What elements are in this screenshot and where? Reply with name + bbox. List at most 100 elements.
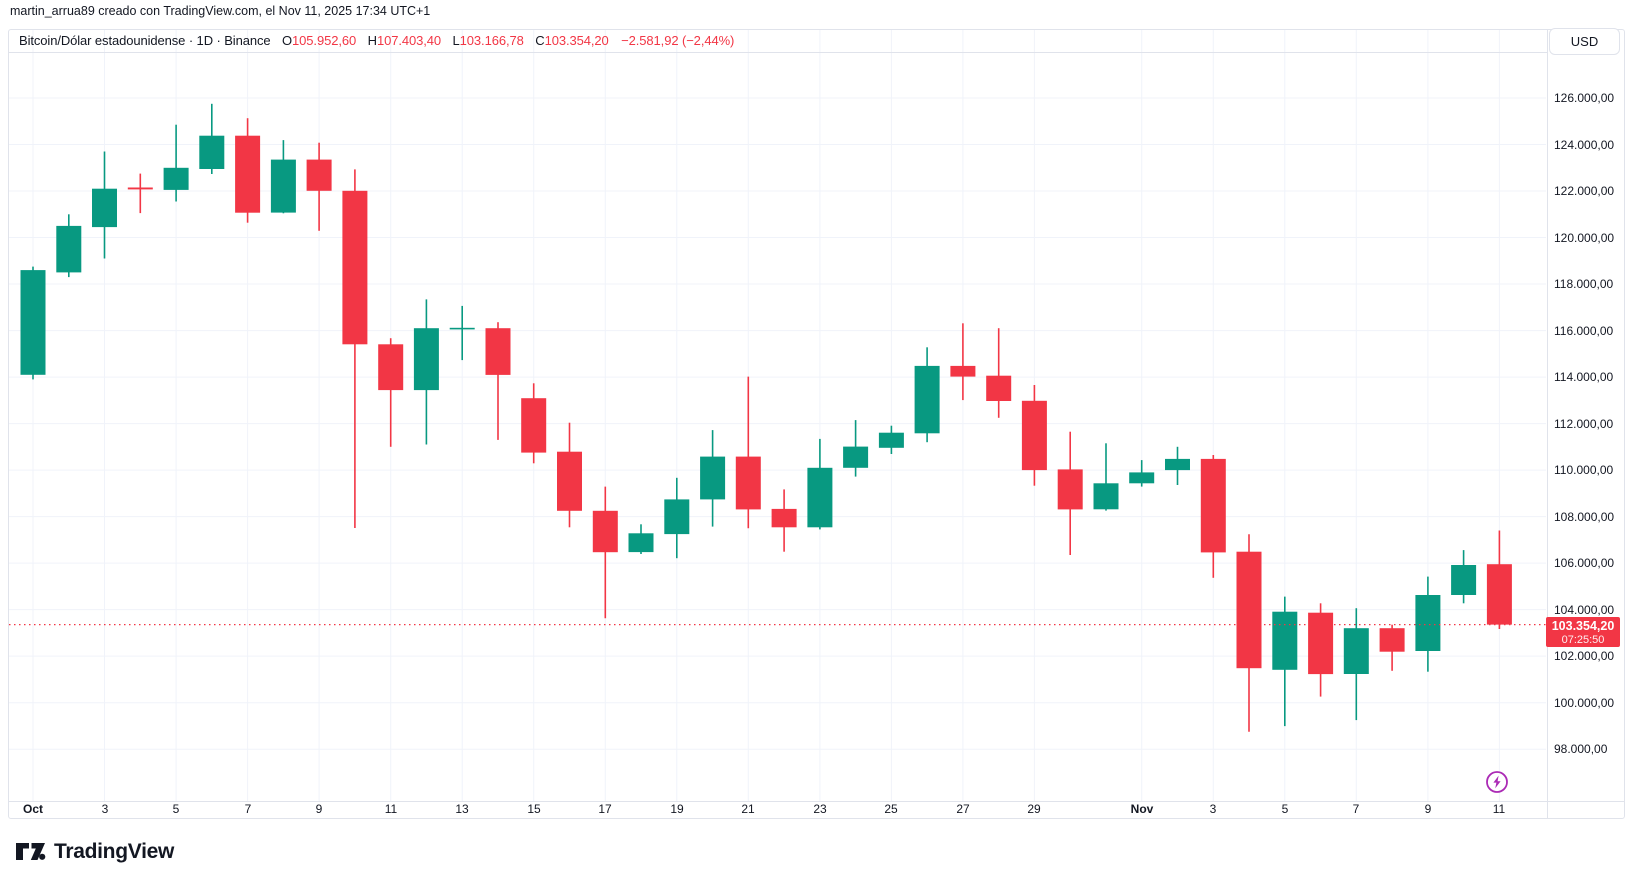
time-tick-label: 21 (741, 802, 755, 816)
time-tick-label: 5 (1281, 802, 1289, 816)
price-axis-divider (1547, 29, 1548, 819)
currency-usd-button[interactable]: USD (1549, 28, 1620, 55)
time-tick-label: 17 (598, 802, 612, 816)
current-price-label: 103.354,20 07:25:50 (1546, 617, 1620, 647)
time-tick-label: 11 (384, 802, 398, 816)
price-tick-label: 102.000,00 (1554, 649, 1615, 663)
price-tick-label: 106.000,00 (1554, 556, 1615, 570)
candle-body (1343, 628, 1369, 674)
price-tick-label: 114.000,00 (1554, 370, 1614, 384)
price-tick-label: 110.000,00 (1554, 463, 1614, 477)
candle-body (843, 446, 869, 468)
time-tick-label: 3 (101, 802, 109, 816)
candle-body (127, 187, 153, 190)
price-tick-label: 120.000,00 (1554, 231, 1615, 245)
time-tick-label: Nov (1130, 802, 1154, 816)
time-tick-label: 9 (1424, 802, 1432, 816)
candle-body (986, 375, 1012, 401)
time-tick-label: 11 (1492, 802, 1506, 816)
current-price-value: 103.354,20 (1551, 619, 1615, 633)
candle-body (342, 190, 368, 345)
candle-body (306, 159, 332, 191)
time-tick-label: 9 (315, 802, 323, 816)
candle-body (700, 456, 726, 500)
candle-body (449, 327, 475, 330)
ohlc-high: H107.403,40 (367, 33, 442, 48)
candle-body (1093, 483, 1119, 510)
candle-body (163, 167, 189, 190)
time-tick-label: 23 (813, 802, 827, 816)
time-tick-label: 3 (1209, 802, 1217, 816)
ohlc-low: L103.166,78 (452, 33, 524, 48)
snapshot-attribution: martin_arrua89 creado con TradingView.co… (10, 4, 431, 18)
candle-body (521, 398, 547, 453)
time-tick-label: 7 (1352, 802, 1360, 816)
tradingview-logo-mark (16, 843, 46, 860)
price-tick-label: 126.000,00 (1554, 91, 1615, 105)
candle-body (771, 508, 797, 528)
open-value: 105.952,60 (292, 33, 357, 48)
time-tick-label: 15 (527, 802, 541, 816)
lightning-bolt-icon[interactable] (1485, 770, 1509, 794)
price-tick-label: 104.000,00 (1554, 603, 1615, 617)
candle-body (950, 365, 976, 377)
price-tick-label: 124.000,00 (1554, 138, 1615, 152)
candle-body (1021, 400, 1047, 471)
candle-body (235, 135, 261, 213)
tradingview-logo-text: TradingView (54, 840, 175, 863)
symbol-legend: Bitcoin/Dólar estadounidense · 1D · Bina… (19, 30, 734, 52)
candle-body (628, 533, 654, 553)
price-tick-label: 100.000,00 (1554, 696, 1615, 710)
candle-body (413, 328, 439, 391)
legend-divider (8, 52, 1547, 53)
candle-body (56, 225, 82, 273)
price-tick-label: 118.000,00 (1554, 277, 1614, 291)
tradingview-logo[interactable]: TradingView (16, 840, 174, 864)
candle-body (664, 499, 690, 535)
candle-body (1129, 472, 1155, 484)
chart-frame (8, 29, 1625, 819)
bar-countdown: 07:25:50 (1561, 633, 1605, 646)
candle-body (1451, 565, 1477, 595)
symbol-title[interactable]: Bitcoin/Dólar estadounidense · 1D · Bina… (19, 33, 271, 48)
time-tick-label: 5 (172, 802, 180, 816)
close-value: 103.354,20 (544, 33, 609, 48)
price-tick-label: 112.000,00 (1554, 417, 1614, 431)
candle-body (378, 344, 404, 391)
high-value: 107.403,40 (376, 33, 442, 48)
candle-body (878, 432, 904, 448)
low-value: 103.166,78 (459, 33, 524, 48)
candle-body (1308, 612, 1334, 675)
price-axis[interactable]: 126.000,00 124.000,00 122.000,00 120.000,00… (1548, 29, 1634, 801)
candle-body (735, 456, 761, 510)
candle-body (1272, 611, 1298, 670)
candle-body (1486, 564, 1512, 625)
candle-body (1057, 469, 1083, 510)
price-tick-label: 98.000,00 (1554, 742, 1608, 756)
candle-body (1379, 628, 1405, 652)
time-axis[interactable]: Oct 3 5 7 9 11 13 15 17 19 21 23 25 27 29 Nov 3 5 7 9 11 (8, 802, 1547, 819)
candle-body (20, 270, 46, 375)
candle-body (807, 467, 833, 528)
candle-body (92, 188, 117, 228)
candle-body (1415, 595, 1441, 651)
candle-body (914, 365, 940, 434)
price-tick-label: 122.000,00 (1554, 184, 1615, 198)
price-tick-label: 116.000,00 (1554, 324, 1614, 338)
time-tick-label: 27 (956, 802, 970, 816)
time-tick-label: 13 (455, 802, 469, 816)
time-tick-label: Oct (22, 802, 44, 816)
time-axis-divider (8, 801, 1625, 802)
candle-body (557, 451, 582, 511)
time-tick-label: 29 (1027, 802, 1041, 816)
candle-body (199, 135, 225, 169)
candle-body (485, 328, 511, 375)
candle-body (270, 159, 296, 213)
price-tick-label: 108.000,00 (1554, 510, 1615, 524)
candle-body (1200, 458, 1226, 553)
ohlc-open: O105.952,60 (282, 33, 357, 48)
ohlc-close: C103.354,20 (535, 33, 609, 48)
time-tick-label: 7 (244, 802, 252, 816)
